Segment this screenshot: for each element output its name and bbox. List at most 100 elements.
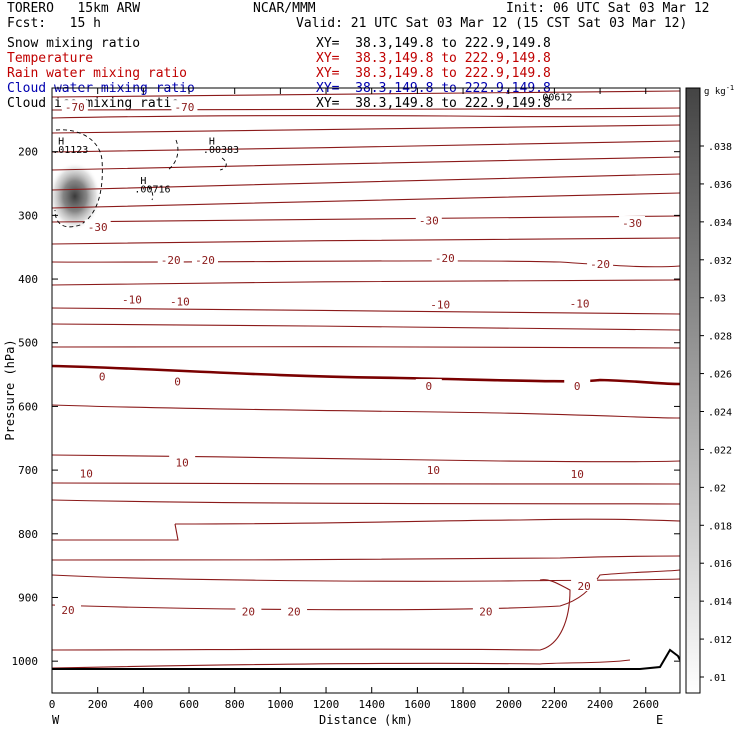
colorbar-tick-label: .02 xyxy=(708,483,726,494)
temperature-label-bg xyxy=(472,604,499,617)
temperature-label: -10 xyxy=(170,295,190,308)
temperature-label: 20 xyxy=(287,605,300,618)
temperature-label: -20 xyxy=(161,254,181,267)
freezing-level-contour xyxy=(52,364,680,386)
y-axis-title: Pressure (hPa) xyxy=(3,339,17,440)
x-tick-label: 2000 xyxy=(495,698,522,711)
temperature-label-bg xyxy=(235,604,262,617)
legend-cloud-ice: Cloud ice mixing ratio xyxy=(7,96,180,111)
temperature-labels: -70 -70 -30 -30 -30 -20 -20 -20 -20 -10 -10 -10 -10 0… xyxy=(54,100,646,618)
temperature-label-bg xyxy=(84,219,111,232)
maximum-label: H xyxy=(58,137,64,148)
temperature-label-bg xyxy=(169,455,196,468)
colorbar xyxy=(685,87,701,694)
temperature-label: 10 xyxy=(80,467,93,480)
colorbar-tick-label: .032 xyxy=(708,256,732,267)
temperature-label-bg xyxy=(420,463,447,476)
maximum-label: H xyxy=(209,137,215,148)
x-tick-label: 1200 xyxy=(313,698,340,711)
temperature-label: 10 xyxy=(176,456,189,469)
legend-rain: Rain water mixing ratio xyxy=(7,66,188,81)
temperature-label: 0 xyxy=(174,376,181,389)
colorbar-unit: g kg-1 xyxy=(704,84,734,97)
x-axis: 0 200 400 600 800 1000 1200 1400 1600 1800 2000 220… xyxy=(49,88,659,711)
x-tick-label: 1400 xyxy=(358,698,385,711)
temperature-label-bg xyxy=(564,466,591,479)
terrain-line xyxy=(52,648,680,670)
colorbar-tick-label: .026 xyxy=(708,370,732,381)
x-tick-label: 1800 xyxy=(450,698,477,711)
y-tick-label: 200 xyxy=(18,146,38,159)
colorbar-tick-label: .018 xyxy=(708,521,732,532)
plot-frame xyxy=(51,87,681,694)
x-tick-label: 0 xyxy=(49,698,56,711)
x-tick-label: 2400 xyxy=(587,698,614,711)
maximum-label: .00716 xyxy=(134,184,170,195)
temperature-label-bg xyxy=(427,297,454,310)
temperature-label-bg xyxy=(566,296,593,309)
x-tick-label: 200 xyxy=(88,698,108,711)
snow-shading xyxy=(52,162,101,231)
temperature-label: -30 xyxy=(419,214,439,227)
legend-cloud-ice-xy: XY= 38.3,149.8 to 222.9,149.8 xyxy=(316,96,551,111)
maximum-label: H xyxy=(140,176,146,187)
temperature-label: -20 xyxy=(590,258,610,271)
y-tick-label: 400 xyxy=(18,273,38,286)
temperature-label: 20 xyxy=(242,605,255,618)
y-tick-label: 1000 xyxy=(12,655,39,668)
temperature-label: -20 xyxy=(195,254,215,267)
maximum-label: .00383 xyxy=(203,145,239,156)
temperature-label-bg xyxy=(281,604,308,617)
colorbar-tick-label: .01 xyxy=(708,673,726,684)
temperature-label: 0 xyxy=(99,370,106,383)
y-tick-label: 900 xyxy=(18,591,38,604)
maximum-label: .00612 xyxy=(536,93,572,104)
colorbar-tick-label: .016 xyxy=(708,559,732,570)
temperature-label-bg xyxy=(157,252,184,265)
temperature-label-bg xyxy=(166,294,193,307)
y-tick-label: 500 xyxy=(18,337,38,350)
x-tick-label: 1600 xyxy=(404,698,431,711)
center-name: NCAR/MMM xyxy=(253,1,316,16)
temperature-label-bg xyxy=(61,100,88,113)
colorbar-tick-label: .036 xyxy=(708,180,732,191)
init-time: Init: 06 UTC Sat 03 Mar 12 xyxy=(506,1,710,16)
temperature-label-bg xyxy=(415,379,442,392)
colorbar-tick-label: .024 xyxy=(708,408,732,419)
temperature-contours xyxy=(52,90,680,669)
colorbar-tick-label: .03 xyxy=(708,294,726,305)
temperature-label: 10 xyxy=(571,468,584,481)
temperature-label-bg xyxy=(564,379,591,392)
temperature-label: 20 xyxy=(479,605,492,618)
y-tick-label: 800 xyxy=(18,528,38,541)
west-label: W xyxy=(52,713,60,727)
temperature-label: -30 xyxy=(88,221,108,234)
temperature-label-bg xyxy=(171,100,198,113)
model-name: TORERO 15km ARW xyxy=(7,1,141,16)
legend-snow-xy: XY= 38.3,149.8 to 222.9,149.8 xyxy=(316,36,551,51)
x-axis-title: Distance (km) xyxy=(319,713,413,727)
x-tick-label: 2600 xyxy=(632,698,659,711)
colorbar-tick-label: .012 xyxy=(708,635,732,646)
temperature-label-bg xyxy=(54,603,81,616)
temperature-label: 20 xyxy=(61,604,74,617)
x-tick-label: 800 xyxy=(225,698,245,711)
temperature-label: -10 xyxy=(122,293,142,306)
y-tick-label: 300 xyxy=(18,209,38,222)
forecast-hour: Fcst: 15 h xyxy=(7,16,101,31)
valid-time: Valid: 21 UTC Sat 03 Mar 12 (15 CST Sat … xyxy=(296,16,688,31)
legend-temperature-xy: XY= 38.3,149.8 to 222.9,149.8 xyxy=(316,51,551,66)
temperature-label-bg xyxy=(192,252,219,265)
legend-temperature: Temperature xyxy=(7,51,94,66)
temperature-label: -10 xyxy=(430,299,450,312)
maximum-label: .01123 xyxy=(52,145,88,156)
colorbar-ticks: .01 .012 .014 .016 .018 .02 .022 .024 .026 .028 .0… xyxy=(700,142,732,684)
temperature-label: 20 xyxy=(577,580,590,593)
temperature-label: -10 xyxy=(570,297,590,310)
temperature-label: -30 xyxy=(622,217,642,230)
temperature-label: 0 xyxy=(425,380,432,393)
x-tick-label: 600 xyxy=(179,698,199,711)
